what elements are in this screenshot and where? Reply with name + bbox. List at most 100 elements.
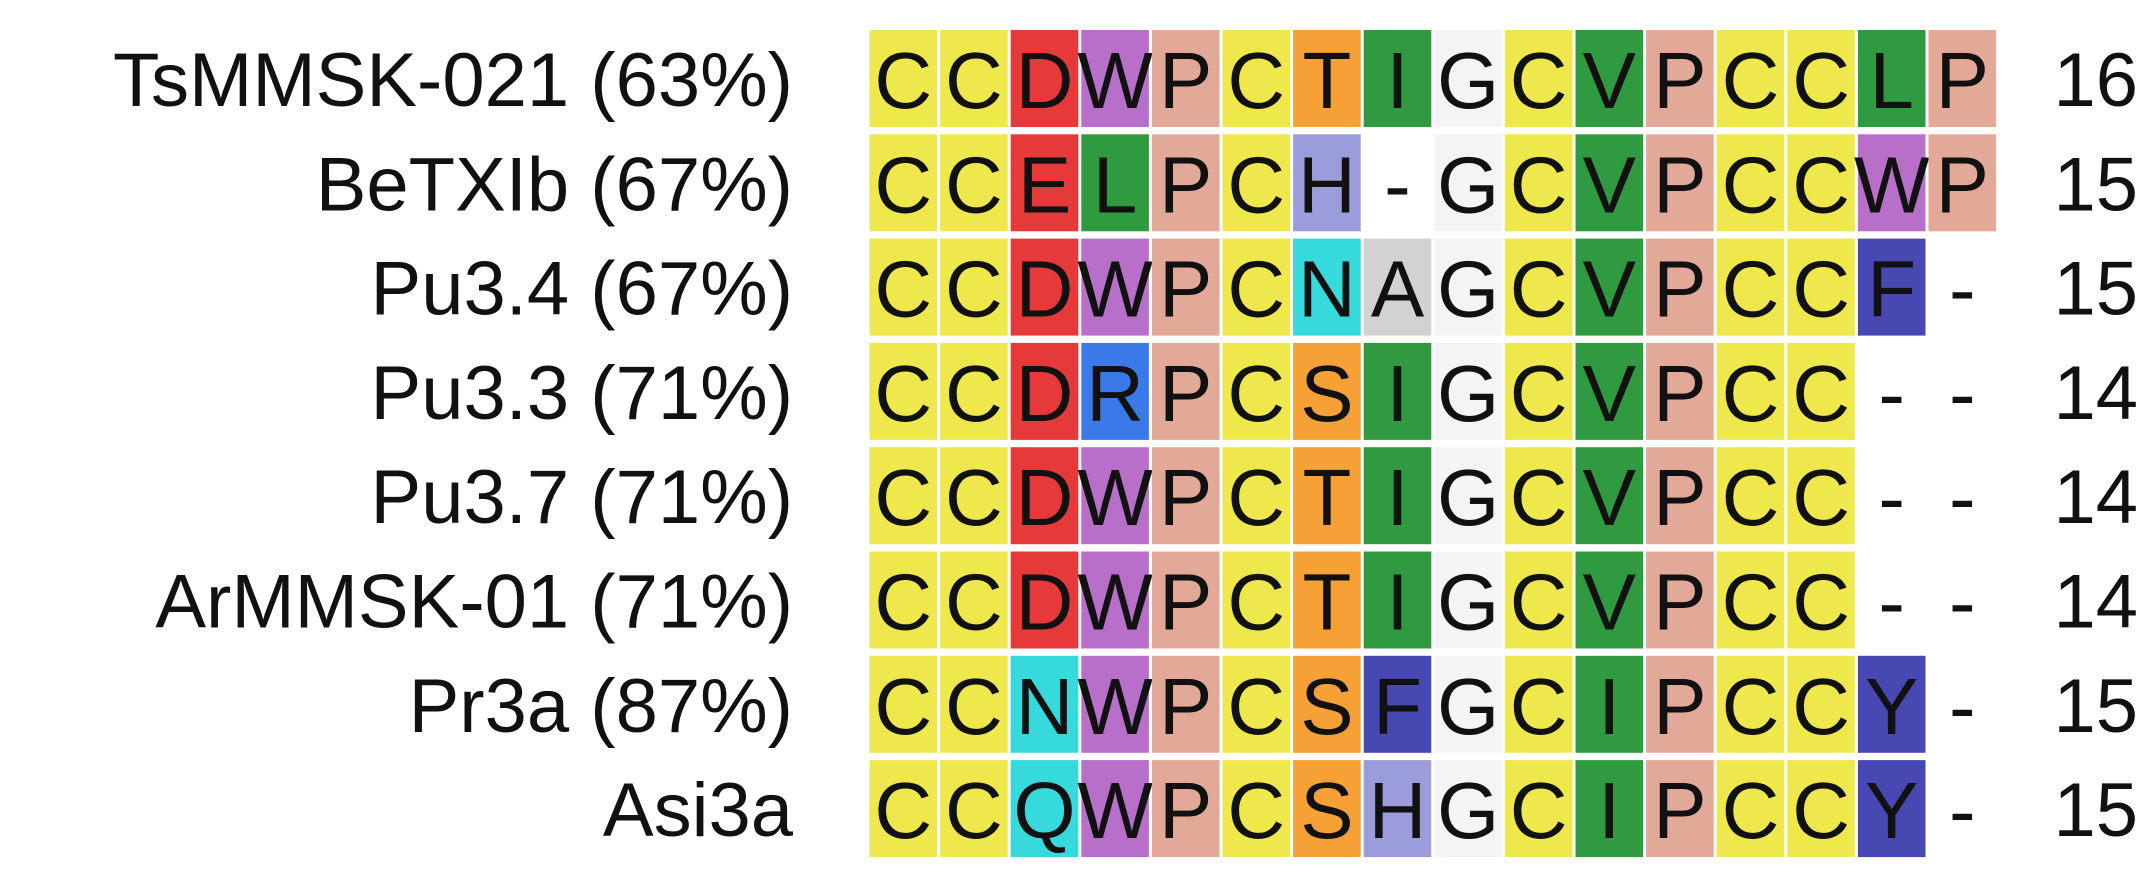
residue: C bbox=[1510, 662, 1568, 751]
residue: W bbox=[1077, 558, 1153, 647]
residue-cell bbox=[1363, 447, 1432, 545]
residue-cell bbox=[1363, 551, 1432, 649]
residue-cell bbox=[1857, 30, 1926, 127]
residue: G bbox=[1437, 140, 1499, 229]
residue: C bbox=[1722, 766, 1780, 855]
sequence-label: Asi3a bbox=[603, 768, 794, 853]
residue: L bbox=[1093, 140, 1138, 229]
residue-cell bbox=[1081, 238, 1149, 336]
residue-cell bbox=[1575, 447, 1644, 545]
residue: V bbox=[1583, 453, 1637, 542]
residue-cell bbox=[1646, 655, 1714, 753]
residue: W bbox=[1854, 140, 1930, 229]
residue: C bbox=[945, 140, 1003, 229]
residue-cell bbox=[1151, 30, 1220, 127]
residue: R bbox=[1086, 349, 1144, 438]
residue: C bbox=[1792, 453, 1850, 542]
sequence-label: TsMMSK-021 (63%) bbox=[113, 38, 793, 123]
sequence-label: Pr3a (87%) bbox=[409, 664, 793, 749]
residue-cell bbox=[1504, 30, 1573, 127]
residue-cell bbox=[940, 655, 1008, 753]
residue-cell bbox=[869, 551, 938, 649]
residue: C bbox=[874, 349, 932, 438]
residue: I bbox=[1598, 662, 1620, 751]
residue-cell bbox=[1646, 30, 1714, 127]
residue: D bbox=[1016, 36, 1074, 125]
residue-cell bbox=[1716, 551, 1785, 649]
residue-cell bbox=[1434, 30, 1502, 127]
residue-cell bbox=[869, 655, 938, 753]
sequence-length: 15 bbox=[2053, 247, 2138, 332]
residue-cell bbox=[1575, 134, 1644, 232]
residue-cell bbox=[1646, 760, 1714, 858]
residue: C bbox=[1227, 245, 1285, 334]
residue: P bbox=[1159, 558, 1212, 647]
residue-cell bbox=[1293, 342, 1361, 440]
residue: Y bbox=[1865, 766, 1918, 855]
sequence-length: 14 bbox=[2053, 351, 2138, 436]
residue: D bbox=[1016, 558, 1074, 647]
residue-cell bbox=[1293, 30, 1361, 127]
residue: I bbox=[1598, 766, 1620, 855]
sequence-label: ArMMSK-01 (71%) bbox=[155, 560, 793, 645]
residue-cell bbox=[1363, 655, 1432, 753]
residue: C bbox=[1510, 453, 1568, 542]
residue: C bbox=[874, 245, 932, 334]
residue-cell bbox=[1081, 342, 1149, 440]
residue-cell bbox=[1857, 134, 1926, 232]
residue: C bbox=[945, 766, 1003, 855]
residue-cell bbox=[1504, 342, 1573, 440]
residue: C bbox=[1722, 349, 1780, 438]
residue: C bbox=[945, 453, 1003, 542]
residue-cell bbox=[1081, 134, 1149, 232]
sequence-length: 16 bbox=[2053, 38, 2138, 123]
residue-cell bbox=[1010, 238, 1079, 336]
residue: G bbox=[1437, 245, 1499, 334]
residue: P bbox=[1653, 245, 1706, 334]
sequence-label: Pu3.7 (71%) bbox=[371, 455, 793, 540]
sequence-length: 14 bbox=[2053, 455, 2138, 540]
residue: C bbox=[945, 349, 1003, 438]
residue: Y bbox=[1865, 662, 1918, 751]
residue: C bbox=[1510, 140, 1568, 229]
residue: P bbox=[1653, 36, 1706, 125]
residue: P bbox=[1159, 766, 1212, 855]
residue: W bbox=[1077, 766, 1153, 855]
residue: G bbox=[1437, 453, 1499, 542]
residue-cell bbox=[1081, 760, 1149, 858]
residue-cell bbox=[1151, 134, 1220, 232]
residue-cell bbox=[1363, 238, 1432, 336]
residue-cell bbox=[1434, 655, 1502, 753]
residue-cell bbox=[1434, 551, 1502, 649]
residue: C bbox=[945, 558, 1003, 647]
residue-cell bbox=[1716, 342, 1785, 440]
residue-cell bbox=[869, 134, 938, 232]
residue: C bbox=[1227, 349, 1285, 438]
residue-cell bbox=[1575, 30, 1644, 127]
residue-cell bbox=[940, 30, 1008, 127]
residue-cell bbox=[1646, 447, 1714, 545]
residue: C bbox=[1510, 36, 1568, 125]
residue: L bbox=[1869, 36, 1914, 125]
residue-cell bbox=[1434, 238, 1502, 336]
residue-cell bbox=[1293, 134, 1361, 232]
residue-cell bbox=[1646, 134, 1714, 232]
residue-cell bbox=[1716, 655, 1785, 753]
residue: N bbox=[1016, 662, 1074, 751]
residue: C bbox=[874, 140, 932, 229]
residue-cell bbox=[1010, 134, 1079, 232]
residue-cell bbox=[1222, 447, 1291, 545]
residue-cell bbox=[1010, 760, 1079, 858]
residue-cell bbox=[1716, 238, 1785, 336]
residue: - bbox=[1949, 662, 1976, 751]
residue: C bbox=[874, 36, 932, 125]
residue-cell bbox=[869, 238, 938, 336]
residue-cell bbox=[1222, 342, 1291, 440]
residue: I bbox=[1386, 349, 1408, 438]
residue: C bbox=[1510, 558, 1568, 647]
residue: P bbox=[1653, 140, 1706, 229]
residue-cell bbox=[1575, 655, 1644, 753]
residue: C bbox=[874, 558, 932, 647]
